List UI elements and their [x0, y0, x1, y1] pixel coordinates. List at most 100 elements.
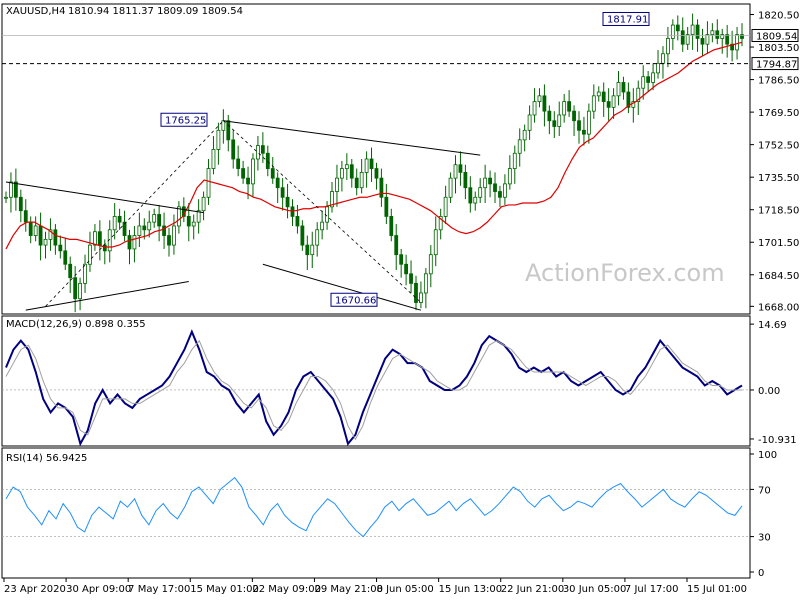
candle-body — [512, 152, 517, 169]
x-tick-label: 30 Jun 05:00 — [563, 584, 627, 595]
candle-body — [389, 216, 394, 236]
candle-body — [690, 24, 695, 36]
candle-body — [38, 225, 43, 246]
rsi-pane-frame — [1, 447, 751, 579]
trendline — [223, 120, 481, 156]
candle-body — [102, 244, 107, 252]
candle-body — [443, 196, 448, 217]
candle-body — [502, 183, 507, 198]
candle-body — [527, 114, 532, 131]
candle-body — [572, 110, 576, 122]
price-ytick-label: 1684.50 — [758, 271, 799, 282]
rsi-ytick-label: 70 — [758, 485, 771, 496]
candle-body — [488, 177, 492, 185]
candle-body — [409, 273, 413, 284]
candle-body — [369, 158, 374, 169]
candle-body — [78, 282, 82, 300]
candle-body — [127, 235, 132, 250]
rsi-ytick-label: 100 — [758, 450, 777, 461]
macd-ytick-label: 0.00 — [758, 386, 780, 397]
candle-body — [58, 244, 63, 252]
moving-average-line — [5, 41, 743, 250]
candle-body — [330, 191, 334, 208]
price-ytick-label: 1769.50 — [758, 108, 799, 119]
x-tick-label: 8 Jun 05:00 — [377, 584, 434, 595]
candle-body — [93, 231, 97, 246]
candle-body — [606, 101, 611, 108]
price-ytick-label: 1820.50 — [758, 11, 799, 22]
candle-body — [547, 110, 552, 122]
candle-body — [246, 177, 250, 185]
candle-body — [423, 273, 428, 294]
candle-body — [735, 34, 739, 51]
annotation-label: 1670.66 — [335, 295, 376, 306]
price-pane-title: XAUUSD,H4 — [6, 6, 65, 17]
price-ytick-label: 1752.50 — [758, 141, 799, 152]
level-line-box — [751, 57, 799, 71]
rsi-pane: 100 70 30 0 — [1, 447, 777, 579]
candle-body — [705, 34, 710, 45]
candle-body — [666, 38, 670, 55]
x-tick-label: 22 May 09:00 — [252, 584, 321, 595]
candle-body — [265, 152, 270, 169]
candle-body — [399, 254, 404, 265]
candle-body — [631, 101, 636, 108]
candle-body — [349, 164, 354, 179]
candle-body — [88, 244, 92, 265]
x-tick-label: 23 Apr 2020 — [4, 584, 66, 595]
x-tick-label: 15 Jul 01:00 — [687, 584, 747, 595]
x-tick-label: 30 Apr 09:00 — [66, 584, 131, 595]
x-tick-label: 15 May 01:00 — [190, 584, 259, 595]
candle-body — [23, 210, 28, 223]
candle-body — [152, 214, 157, 223]
candle-body — [478, 187, 483, 198]
candle-body — [582, 129, 586, 135]
candle-body — [295, 216, 300, 227]
candle-body — [591, 95, 596, 112]
candle-body — [414, 282, 418, 303]
candle-body — [473, 196, 478, 204]
candle-body — [626, 91, 631, 108]
candle-body — [656, 62, 660, 74]
candle-body — [463, 171, 468, 189]
candle-body — [641, 76, 646, 89]
candle-body — [428, 254, 433, 275]
price-ytick-label: 1701.50 — [758, 238, 799, 249]
candle-body — [275, 177, 280, 189]
candle-body — [9, 181, 13, 198]
candle-body — [260, 145, 265, 154]
candle-body — [206, 168, 211, 198]
price-ytick-label: 1735.50 — [758, 173, 799, 184]
candle-body — [142, 225, 147, 231]
price-ytick-label: 1786.50 — [758, 76, 799, 87]
candle-body — [196, 210, 201, 223]
candle-body — [359, 171, 364, 189]
candle-body — [493, 183, 497, 192]
candle-body — [315, 229, 320, 246]
rsi-line — [5, 476, 743, 538]
rsi-ytick-label: 30 — [758, 533, 771, 544]
candle-body — [468, 187, 473, 204]
candle-body — [339, 168, 344, 179]
candle-body — [364, 158, 369, 173]
x-tick-label: 22 Jun 21:00 — [501, 584, 565, 595]
level-line-label: 1794.87 — [756, 60, 797, 71]
candle-body — [675, 24, 680, 32]
annotation-box — [160, 112, 208, 127]
macd-ytick-label: -10.931 — [758, 435, 797, 446]
candle-body — [157, 214, 162, 227]
candle-body — [552, 120, 557, 127]
price-pane-frame — [1, 3, 751, 315]
candle-body — [596, 91, 601, 97]
candle-body — [236, 158, 241, 169]
macd-ytick-label: 14.69 — [758, 320, 787, 331]
macd-signal-line — [5, 339, 742, 441]
trendline — [262, 263, 422, 311]
candle-body — [48, 229, 53, 240]
price-pane-ohlc: 1810.94 1811.37 1809.09 1809.54 — [68, 6, 243, 17]
price-ytick-label: 1668.00 — [758, 302, 799, 313]
candle-body — [448, 177, 453, 198]
candle-body — [97, 231, 102, 246]
candle-body — [730, 43, 735, 51]
x-tick-label: 29 May 21:00 — [314, 584, 383, 595]
